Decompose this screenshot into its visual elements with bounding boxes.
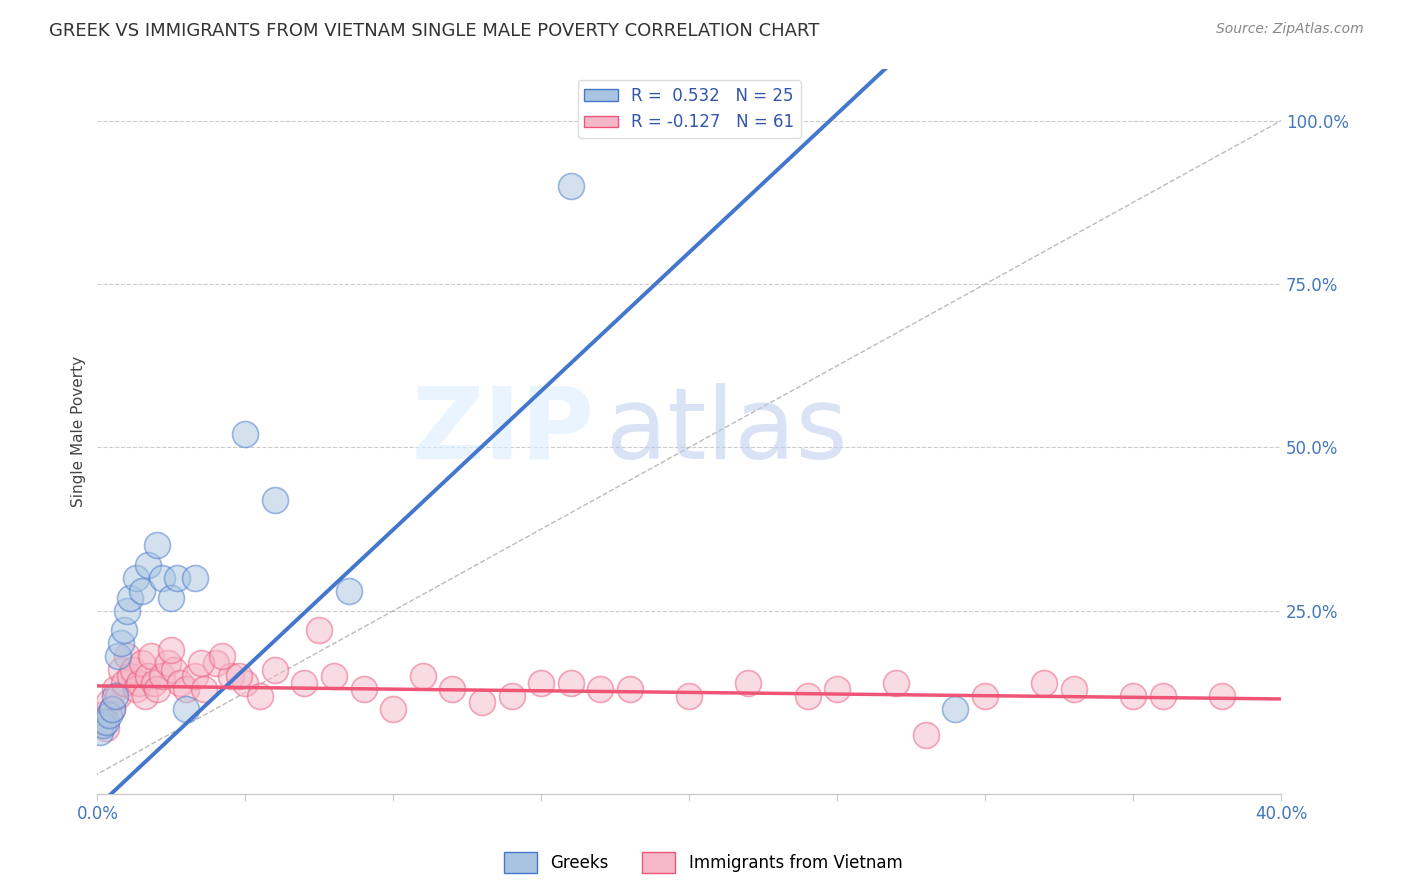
Point [125, 682, 148, 697]
Point [884, 675, 907, 690]
Point [190, 656, 212, 670]
Point [110, 636, 132, 650]
Point [121, 663, 143, 677]
Point [96, 722, 118, 736]
Point [501, 689, 523, 703]
Point [139, 649, 162, 664]
Point [157, 656, 180, 670]
Point [337, 584, 360, 599]
Point [184, 571, 207, 585]
Point [737, 675, 759, 690]
Point [264, 663, 287, 677]
Point [294, 675, 316, 690]
Point [91, 714, 114, 729]
Point [89, 708, 111, 723]
Point [115, 604, 138, 618]
Point [219, 669, 242, 683]
Point [796, 689, 818, 703]
Point [96, 714, 118, 729]
Point [560, 179, 582, 194]
Point [204, 656, 226, 670]
Point [530, 675, 553, 690]
Point [174, 702, 197, 716]
Point [678, 689, 700, 703]
Point [160, 591, 183, 605]
Point [136, 669, 159, 683]
Point [974, 689, 997, 703]
Point [118, 669, 141, 683]
Text: atlas: atlas [606, 383, 848, 480]
Point [619, 682, 641, 697]
Point [142, 675, 165, 690]
Point [184, 669, 207, 683]
Text: Source: ZipAtlas.com: Source: ZipAtlas.com [1216, 22, 1364, 37]
Point [134, 689, 156, 703]
Y-axis label: Single Male Poverty: Single Male Poverty [72, 356, 86, 507]
Point [118, 591, 141, 605]
Point [136, 558, 159, 572]
Point [233, 675, 256, 690]
Point [471, 695, 494, 709]
Point [101, 702, 124, 716]
Point [323, 669, 346, 683]
Point [131, 584, 153, 599]
Legend: R =  0.532   N = 25, R = -0.127   N = 61: R = 0.532 N = 25, R = -0.127 N = 61 [578, 80, 801, 138]
Point [110, 663, 132, 677]
Point [145, 682, 167, 697]
Point [152, 669, 174, 683]
Point [441, 682, 464, 697]
Point [193, 682, 215, 697]
Point [308, 624, 330, 638]
Point [91, 718, 114, 732]
Point [174, 682, 197, 697]
Point [825, 682, 848, 697]
Point [1122, 689, 1144, 703]
Point [1033, 675, 1056, 690]
Point [228, 669, 250, 683]
Point [131, 656, 153, 670]
Point [163, 663, 186, 677]
Point [107, 649, 129, 664]
Point [98, 695, 121, 709]
Point [104, 689, 127, 703]
Point [145, 538, 167, 552]
Point [412, 669, 434, 683]
Point [1211, 689, 1233, 703]
Point [112, 624, 135, 638]
Point [152, 571, 174, 585]
Point [249, 689, 271, 703]
Point [125, 571, 148, 585]
Point [112, 675, 135, 690]
Point [915, 728, 938, 742]
Point [233, 427, 256, 442]
Point [211, 649, 233, 664]
Point [115, 649, 138, 664]
Point [166, 571, 188, 585]
Point [560, 675, 582, 690]
Point [104, 682, 127, 697]
Point [945, 702, 967, 716]
Point [264, 492, 287, 507]
Point [169, 675, 191, 690]
Legend: Greeks, Immigrants from Vietnam: Greeks, Immigrants from Vietnam [496, 846, 910, 880]
Point [1152, 689, 1174, 703]
Text: GREEK VS IMMIGRANTS FROM VIETNAM SINGLE MALE POVERTY CORRELATION CHART: GREEK VS IMMIGRANTS FROM VIETNAM SINGLE … [49, 22, 820, 40]
Point [589, 682, 612, 697]
Point [89, 724, 111, 739]
Point [101, 702, 124, 716]
Point [98, 708, 121, 723]
Point [160, 643, 183, 657]
Point [128, 675, 150, 690]
Point [382, 702, 405, 716]
Point [1063, 682, 1085, 697]
Text: ZIP: ZIP [412, 383, 595, 480]
Point [107, 689, 129, 703]
Point [353, 682, 375, 697]
